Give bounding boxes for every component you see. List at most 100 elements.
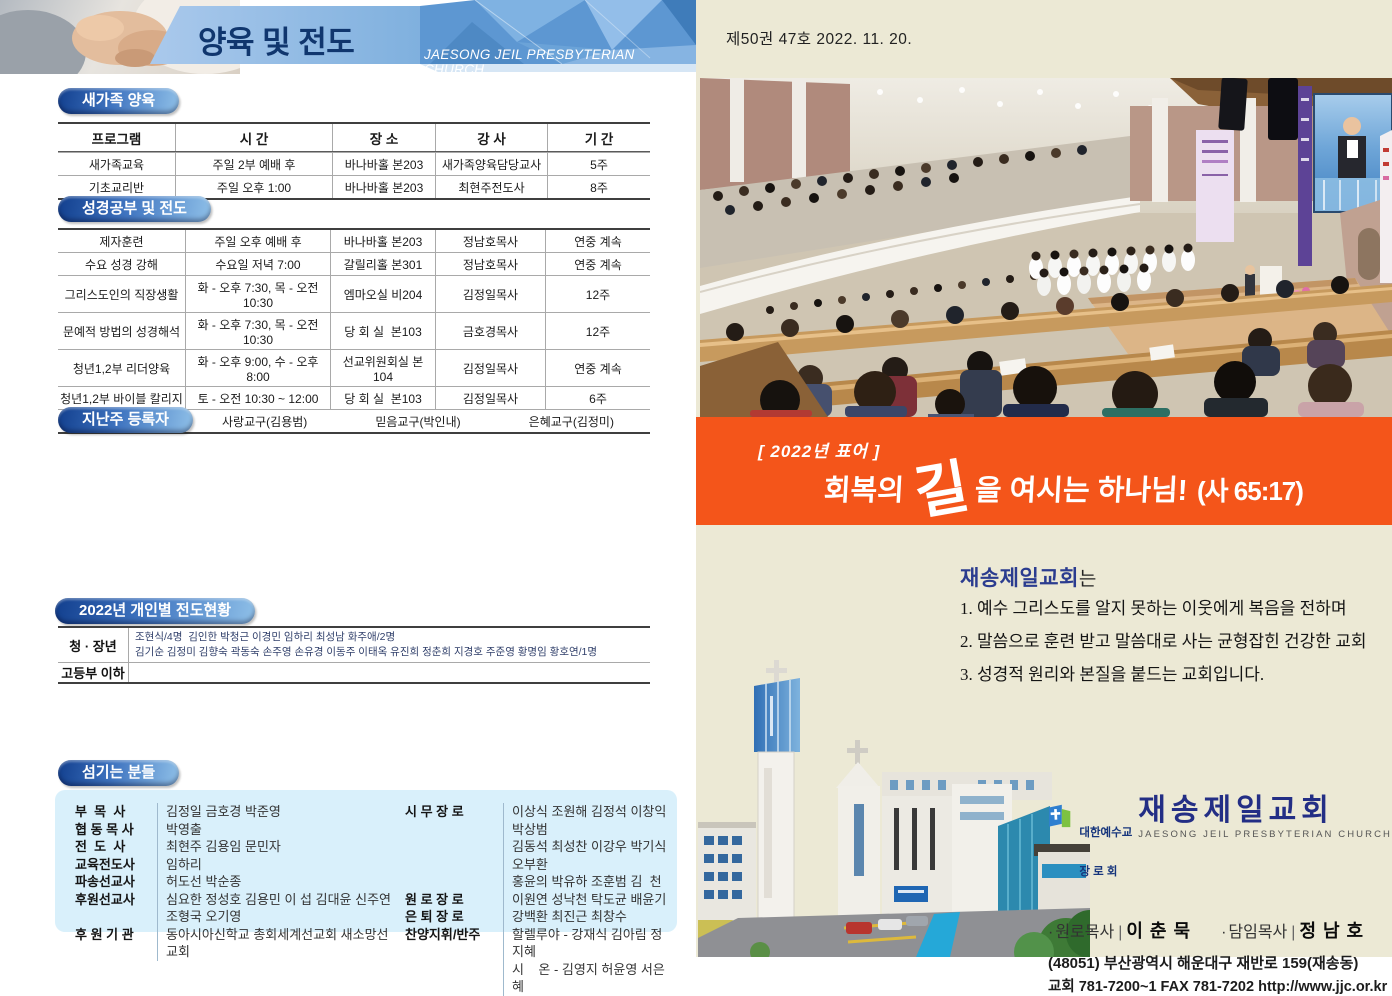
pastors-line: · 원로목사 | 이 춘 묵 · 담임목사 | 정 남 호: [1048, 917, 1392, 943]
table-row: 그리스도인의 직장생활 화 - 오후 7:30, 목 - 오전 10:30 엠마…: [58, 275, 650, 312]
column-header: 기 간: [547, 124, 650, 151]
servant-row: 원 로 장 로 이원연 성낙천 탁도균 배윤기: [405, 890, 667, 908]
table-row: 문예적 방법의 성경해석 화 - 오후 7:30, 목 - 오전 10:30 당…: [58, 312, 650, 349]
cell: 수요일 저녁 7:00: [185, 253, 330, 275]
page-title: 양육 및 전도: [198, 25, 355, 60]
separator: |: [1291, 924, 1296, 941]
cell: 당 회 실 본103: [330, 387, 435, 409]
role-names: 할렐루야 - 강재식 김아림 정지혜 시 온 - 김영지 허윤영 서은혜: [503, 925, 667, 996]
role-label: 교육전도사: [75, 856, 135, 872]
role-label: 후원선교사: [75, 891, 135, 907]
role-label: 은 퇴 장 로: [405, 909, 464, 924]
role-label: 부 목 사: [75, 804, 126, 819]
cell: 연중 계속: [545, 230, 650, 252]
servants-box: 부 목 사 김정일 금호경 박준영 협 동 목 사 박영출 전 도 사 최현주 …: [55, 790, 677, 996]
role-label: 협 동 목 사: [75, 821, 134, 837]
pastor-senior: · 담임목사 | 정 남 호: [1221, 917, 1364, 943]
servants-right-column: 시 무 장 로 이상식 조원해 김정석 이창익 박상범 김동석 최성찬 이강우 …: [405, 803, 667, 996]
names-line: 시 온 - 김영지 허윤영 서은혜: [512, 961, 665, 995]
slogan-part1: 회복의: [823, 475, 905, 507]
names-cell-empty: [128, 663, 650, 682]
table-footer-row: 교구전도대 사랑교구(김용범) 믿음교구(박인내) 은혜교구(김정미): [58, 409, 650, 432]
cell: 제자훈련: [99, 234, 144, 249]
names-line: 조현식/4명 김인한 박청근 이경민 임하리 최성남 화주애/2명: [135, 631, 396, 643]
cell: 최현주전도사: [435, 176, 547, 198]
servant-row: 시 무 장 로 이상식 조원해 김정석 이창익 박상범 김동석 최성찬 이강우 …: [405, 803, 667, 891]
cell: 토 - 오전 10:30 ~ 12:00: [185, 387, 330, 409]
intro-item: 1. 예수 그리스도를 알지 못하는 이웃에게 복음을 전하며: [960, 599, 1347, 618]
pastor-senior-label: 담임목사: [1228, 924, 1288, 941]
table-new-family: 프로그램 시 간 장 소 강 사 기 간 새가족교육 주일 2부 예배 후 바나…: [58, 122, 650, 200]
slogan-part2: 을 여시는 하나님!: [974, 475, 1189, 507]
congregation-photo: [700, 78, 1392, 417]
denomination-line: 대한예수교: [1079, 827, 1133, 839]
names-line: 임하리: [166, 856, 202, 872]
names-line: 박영출: [166, 821, 202, 837]
cell: 새가족양육담당교사: [435, 153, 547, 175]
cell: 주일 2부 예배 후: [175, 153, 332, 175]
left-page: 양육 및 전도 JAESONG JEIL PRESBYTERIAN CHURCH…: [0, 0, 696, 996]
church-building-art: [698, 660, 1090, 957]
team: 은혜교구(김정미): [528, 414, 614, 429]
team: 믿음교구(박인내): [375, 414, 461, 429]
cell: 그리스도인의 직장생활: [64, 287, 179, 302]
cell: 문예적 방법의 성경해석: [62, 324, 181, 339]
slogan-script-char: 길: [909, 451, 974, 528]
servant-row: 협 동 목 사 박영출: [75, 820, 397, 838]
pastor-emeritus-name: 이 춘 묵: [1126, 921, 1192, 941]
servant-row: 후원선교사 심요한 정성호 김용민 이 섭 김대윤 신주연 조형국 오기영: [75, 890, 397, 926]
church-intro: 재송제일교회는 1. 예수 그리스도를 알지 못하는 이웃에게 복음을 전하며 …: [960, 562, 1366, 691]
table-header-row: 프로그램 시 간 장 소 강 사 기 간: [58, 124, 650, 152]
role-label: 시 무 장 로: [405, 804, 464, 819]
servant-row: 찬양지휘/반주 할렐루야 - 강재식 김아림 정지혜 시 온 - 김영지 허윤영…: [405, 925, 667, 996]
table-row: 청 · 장년 조현식/4명 김인한 박청근 이경민 임하리 최성남 화주애/2명…: [58, 628, 650, 662]
servant-row: 파송선교사 허도선 박순종: [75, 873, 397, 891]
church-logo-row: 대한예수교 장 로 회 재송제일교회 JAESONG JEIL PRESBYTE…: [1048, 794, 1392, 905]
cell: 김정일목사: [435, 387, 545, 409]
column-header: 장 소: [332, 124, 435, 151]
names-line: 김동석 최성찬 이강우 박기식 오부환: [512, 839, 670, 872]
table-row: 새가족교육 주일 2부 예배 후 바나바홀 본203 새가족양육담당교사 5주: [58, 152, 650, 175]
slogan-text: 회복의 길 을 여시는 하나님! (사 65:17): [823, 452, 1304, 528]
cell: 선교위원회실 본104: [330, 350, 435, 386]
role-names: 강백환 최진근 최창수: [503, 908, 627, 926]
names-line: 강백환 최진근 최창수: [512, 909, 627, 924]
cell: 8주: [547, 176, 650, 198]
section-pill-evangelism-status: 2022년 개인별 전도현황: [55, 598, 256, 624]
cell: 12주: [545, 276, 650, 312]
church-contact: 교회 781-7200~1 FAX 781-7202 http://www.jj…: [1048, 979, 1388, 995]
church-wordmark: 재송제일교회 JAESONG JEIL PRESBYTERIAN CHURCH: [1138, 794, 1392, 840]
slogan-scripture-ref: (사 65:17): [1196, 476, 1304, 506]
bullet: ·: [1048, 924, 1054, 941]
pastor-emeritus-label: 원로목사: [1055, 924, 1115, 941]
denomination: 대한예수교 장 로 회: [1079, 801, 1132, 905]
role-names: 박영출: [157, 820, 202, 838]
names-line: 할렐루야 - 강재식 김아림 정지혜: [512, 926, 663, 960]
column-header: 강 사: [435, 124, 547, 151]
table-row: 청년1,2부 바이블 칼리지 토 - 오전 10:30 ~ 12:00 당 회 …: [58, 386, 650, 409]
church-building-photo: [698, 656, 1090, 957]
cell: 연중 계속: [545, 253, 650, 275]
role-label: 원 로 장 로: [405, 891, 464, 907]
role-names: 동아시아신학교 총회세계선교회 새소망선교회: [157, 925, 397, 961]
cell: 김정일목사: [435, 276, 545, 312]
team: 사랑교구(김용범): [222, 414, 308, 429]
church-name-english: JAESONG JEIL PRESBYTERIAN CHURCH: [1138, 829, 1392, 840]
intro-item: 3. 성경적 원리와 본질을 붙드는 교회입니다.: [960, 665, 1265, 684]
denomination-line: 장 로 회: [1079, 866, 1118, 878]
role-names: 김정일 금호경 박준영: [157, 803, 281, 821]
intro-item: 2. 말씀으로 훈련 받고 말씀대로 사는 균형잡힌 건강한 교회: [960, 632, 1367, 651]
cell: 12주: [545, 313, 650, 349]
cell: 당 회 실 본103: [330, 313, 435, 349]
role-names: 심요한 정성호 김용민 이 섭 김대윤 신주연 조형국 오기영: [157, 890, 397, 926]
servant-row: 전 도 사 최현주 김용임 문민자: [75, 838, 397, 856]
cell: 갈릴리홀 본301: [330, 253, 435, 275]
role-names: 이상식 조원해 김정석 이창익 박상범 김동석 최성찬 이강우 박기식 오부환 …: [503, 803, 667, 891]
servant-row: 부 목 사 김정일 금호경 박준영: [75, 803, 397, 821]
table-evangelism-status: 청 · 장년 조현식/4명 김인한 박청근 이경민 임하리 최성남 화주애/2명…: [58, 626, 650, 684]
slogan-banner: [ 2022년 표어 ] 회복의 길 을 여시는 하나님! (사 65:17): [696, 417, 1392, 528]
cell: 주일 오후 예배 후: [185, 230, 330, 252]
servants-left-column: 부 목 사 김정일 금호경 박준영 협 동 목 사 박영출 전 도 사 최현주 …: [75, 803, 397, 961]
servant-row: 교육전도사 임하리: [75, 855, 397, 873]
